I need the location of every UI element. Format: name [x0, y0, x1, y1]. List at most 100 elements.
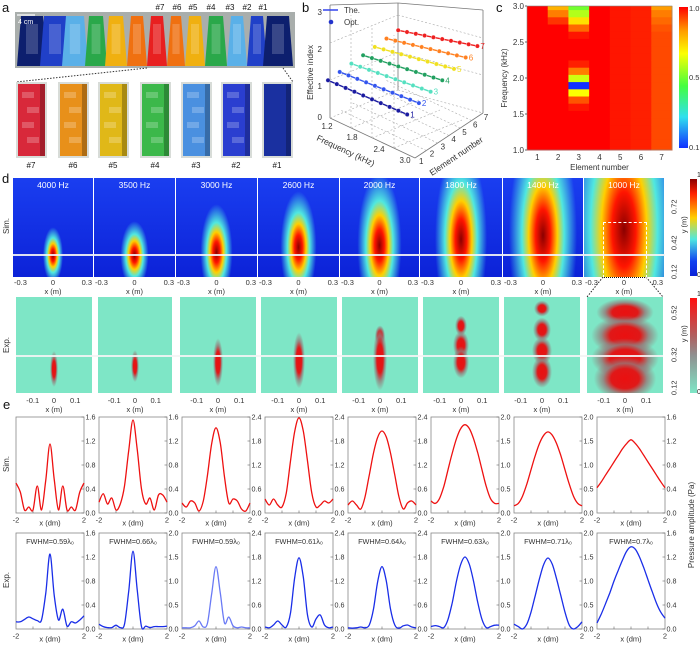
- y-tick-label: 0.8: [169, 461, 179, 470]
- grid-line: [329, 14, 399, 44]
- heatmap-cell: [609, 117, 632, 126]
- heatmap-cell: [527, 38, 549, 47]
- assembly-element: [263, 16, 293, 66]
- heatmap-cell: [527, 124, 549, 133]
- element-wall: [164, 84, 169, 156]
- x-axis-label: x (dm): [205, 519, 227, 528]
- sim-curve: [347, 430, 417, 510]
- x-tick-label: -2: [96, 632, 103, 641]
- heatmap-cell: [547, 60, 569, 68]
- heatmap-cell: [568, 45, 590, 54]
- x-axis-label: x (m): [207, 287, 226, 296]
- x-axis-label: x (m): [615, 287, 633, 296]
- x-tick-label: 5: [618, 153, 623, 162]
- series-point-2: [416, 100, 422, 106]
- sim-curve: [98, 419, 168, 511]
- assembly-element: [247, 16, 267, 66]
- series-point-4: [369, 55, 375, 61]
- row-label-sim-e: Sim.: [2, 456, 11, 472]
- heatmap-cell: [609, 60, 632, 68]
- scale-bar-label: 4 cm: [18, 19, 33, 26]
- series-point-3: [366, 67, 372, 73]
- x-tick-label: 0: [622, 396, 628, 405]
- y-tick-label: 1.2: [667, 553, 677, 562]
- element-photo: [183, 84, 210, 156]
- x-axis-label: x (dm): [620, 635, 642, 644]
- heatmap-cell: [589, 67, 611, 75]
- heatmap-cell: [589, 117, 611, 126]
- y-tick-label: 2.0: [169, 529, 179, 538]
- x-tick-label: 0: [296, 278, 301, 287]
- series-point-6: [401, 40, 407, 46]
- heatmap-cell: [630, 60, 652, 68]
- axis-line: [397, 2, 484, 11]
- series-point-6: [410, 42, 416, 48]
- element-label: #4: [151, 161, 160, 170]
- series-point-7: [474, 43, 480, 49]
- x-tick-label: -0.1: [190, 396, 204, 405]
- heatmap-cell: [630, 103, 652, 111]
- plot-frame: [264, 416, 334, 514]
- x-axis-label: Element number: [570, 163, 629, 172]
- element-channel: [109, 107, 121, 113]
- x-axis-label: x (m): [290, 405, 308, 414]
- heatmap-cell: [568, 124, 590, 133]
- series-point-3: [384, 73, 389, 79]
- axis-line: [414, 112, 484, 159]
- element-channel: [104, 122, 116, 128]
- colorbar: [679, 7, 688, 148]
- heatmap-cell: [609, 124, 632, 133]
- series-point-6: [445, 50, 451, 56]
- frequency-label: 1400 Hz: [527, 180, 559, 190]
- x-tick-label: 2: [414, 632, 418, 641]
- heatmap-cell: [589, 16, 611, 25]
- heatmap-cell: [547, 52, 569, 61]
- series-point-2: [398, 93, 404, 99]
- x-tick-label: -2: [13, 632, 20, 641]
- y-tick-label: 0.5: [169, 601, 179, 610]
- sim-profile-plot: 0.0 0.4 0.8 1.2 1.6 -2 2 x (dm): [594, 413, 677, 528]
- y-tick-label: 0.0: [169, 509, 179, 518]
- element-channel: [146, 122, 158, 128]
- y-tick-label: 2.5: [513, 38, 525, 47]
- heatmap-cell: [527, 6, 549, 11]
- colorbar-tick-label: 0: [697, 389, 700, 396]
- x-tick-label: -0.3: [95, 278, 108, 287]
- heatmap-cell: [651, 67, 673, 75]
- assembly-element: [85, 16, 107, 66]
- sim-curve: [513, 431, 583, 507]
- heatmap-cell: [651, 117, 673, 126]
- x-tick-label: 0.3: [81, 278, 92, 287]
- fwhm-label: FWHM=0.63λ₀: [441, 537, 489, 546]
- sim-profile-plot: 0.0 0.6 1.2 1.8 2.4 -2 2 x (dm): [262, 413, 345, 528]
- heatmap-cell: [651, 16, 673, 25]
- element-channel: [187, 92, 199, 98]
- x-tick-label: -0.3: [341, 278, 354, 287]
- element-channel: [27, 107, 39, 113]
- x-tick-label: 2: [497, 632, 501, 641]
- heatmap-cell: [630, 31, 652, 39]
- x-tick-label: 1: [535, 153, 540, 162]
- heatmap-cell: [630, 124, 652, 133]
- x-axis-label: x (dm): [122, 519, 144, 528]
- y-tick-label: 0.6: [335, 485, 345, 494]
- focal-line-sim: [13, 254, 665, 256]
- heatmap-cell: [630, 45, 652, 54]
- series-point-2: [372, 83, 378, 89]
- sim-curve: [264, 417, 334, 509]
- y-tick-label: 1.5: [501, 437, 511, 446]
- x-tick-label: 2: [82, 632, 86, 641]
- y-tick-label: 1.8: [418, 437, 428, 446]
- heatmap-cell: [651, 6, 673, 11]
- x-tick-label: -0.1: [433, 396, 447, 405]
- exp-curve: [181, 565, 251, 629]
- y-tick-label: 2.0: [501, 529, 511, 538]
- x-axis-label: x (dm): [205, 635, 227, 644]
- series-point-5: [451, 66, 457, 72]
- heatmap-cell: [568, 52, 590, 61]
- y-tick-label: 0.52: [669, 305, 679, 321]
- x-tick-label: 0: [51, 396, 57, 405]
- series-label: 6: [469, 54, 474, 63]
- x-tick-label: 0.1: [234, 396, 245, 405]
- series-point-4: [422, 72, 428, 78]
